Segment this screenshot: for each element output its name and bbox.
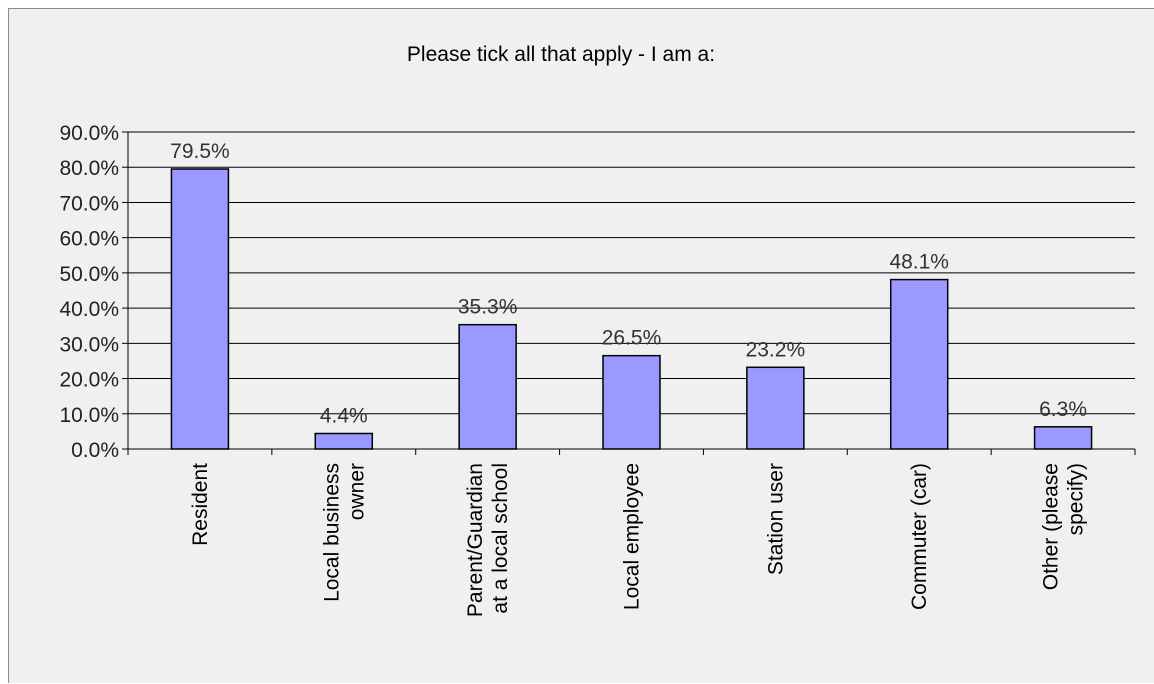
x-axis-categories: Resident Local business owner Parent/Guardi… xyxy=(189,463,1088,617)
bar xyxy=(602,354,661,450)
chart-area: Please tick all that apply - I am a: 0.0… xyxy=(8,8,1154,683)
y-tick-label: 20.0% xyxy=(59,369,119,392)
y-tick-label: 40.0% xyxy=(59,298,119,321)
bars xyxy=(170,168,1093,450)
category-label: Other (please specify) xyxy=(1040,463,1088,590)
data-label: 6.3% xyxy=(1039,398,1087,421)
category-label-line: owner xyxy=(345,463,368,520)
bar-chart: Please tick all that apply - I am a: 0.0… xyxy=(59,43,1136,617)
category-label-line: Local employee xyxy=(621,463,644,610)
data-label: 35.3% xyxy=(458,296,518,319)
y-tick-label: 30.0% xyxy=(59,333,119,356)
y-tick-label: 90.0% xyxy=(59,122,119,145)
data-label: 26.5% xyxy=(602,327,662,350)
category-label: Resident xyxy=(189,463,212,546)
category-label-line: Resident xyxy=(189,463,212,546)
bar xyxy=(170,168,230,450)
category-label-line: specify) xyxy=(1065,463,1088,535)
y-tick-label: 50.0% xyxy=(59,263,119,286)
category-label-line: Parent/Guardian xyxy=(464,463,487,617)
y-tick-label: 60.0% xyxy=(59,228,119,251)
bar xyxy=(314,432,374,450)
y-tick-label: 70.0% xyxy=(59,192,119,215)
bar xyxy=(746,366,805,450)
data-label: 4.4% xyxy=(320,405,368,428)
y-tick-label: 0.0% xyxy=(71,439,119,462)
bar xyxy=(889,278,949,450)
category-label: Local employee xyxy=(621,463,644,610)
category-label-line: Local business xyxy=(320,463,343,602)
category-label-line: Other (please xyxy=(1040,463,1063,590)
gridlines xyxy=(128,131,1135,450)
category-label: Commuter (car) xyxy=(908,463,931,610)
bar xyxy=(1033,426,1093,450)
data-label: 48.1% xyxy=(889,251,949,274)
y-tick-label: 80.0% xyxy=(59,157,119,180)
data-label: 79.5% xyxy=(170,140,230,163)
category-label: Local business owner xyxy=(320,463,368,602)
category-label-line: Commuter (car) xyxy=(908,463,931,610)
data-labels: 79.5% 4.4% 35.3% 26.5% 23.2% 48.1% 6.3% xyxy=(170,140,1087,428)
bar xyxy=(458,323,517,450)
y-tick-label: 10.0% xyxy=(59,404,119,427)
category-label: Parent/Guardian at a local school xyxy=(464,463,512,617)
category-label-line: at a local school xyxy=(489,463,512,614)
category-label-line: Station user xyxy=(764,463,787,575)
data-label: 23.2% xyxy=(746,338,806,361)
category-label: Station user xyxy=(764,463,787,575)
y-axis-ticks: 0.0% 10.0% 20.0% 30.0% 40.0% 50.0% 60.0% 70.0% 8… xyxy=(59,122,1136,462)
chart-title: Please tick all that apply - I am a: xyxy=(407,43,715,66)
